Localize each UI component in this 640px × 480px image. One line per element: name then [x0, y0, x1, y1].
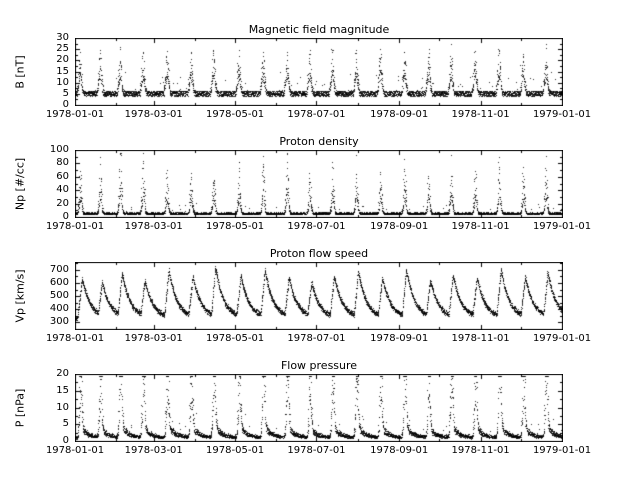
x-tick-label: 1978-01-01 [45, 109, 105, 120]
x-tick-label: 1978-11-01 [451, 445, 510, 456]
x-tick-label: 1978-09-01 [370, 109, 429, 120]
x-tick-label: 1978-03-01 [124, 445, 183, 456]
y-tick-label: 100 [49, 144, 69, 155]
y-tick-label: 700 [49, 263, 69, 275]
panel-title: Proton density [279, 135, 359, 148]
x-tick-label: 1978-01-01 [45, 333, 105, 344]
y-tick-label: 300 [49, 316, 69, 328]
y-tick-label: 25 [56, 43, 69, 55]
x-tick-label: 1978-05-01 [206, 333, 265, 344]
x-tick-label: 1979-01-01 [532, 445, 592, 456]
y-tick-label: 0 [62, 435, 69, 446]
y-tick-label: 15 [56, 384, 69, 396]
x-tick-label: 1978-01-01 [45, 221, 105, 232]
x-tick-label: 1978-05-01 [206, 109, 265, 120]
x-tick-label: 1978-11-01 [451, 221, 510, 232]
y-tick-label: 500 [49, 290, 69, 302]
y-tick-label: 40 [56, 184, 69, 196]
y-tick-label: 600 [49, 277, 69, 289]
x-tick-label: 1978-07-01 [287, 445, 346, 456]
x-tick-label: 1978-03-01 [124, 221, 183, 232]
x-tick-label: 1978-07-01 [287, 109, 346, 120]
y-tick-label: 20 [56, 54, 69, 66]
y-tick-label: 0 [62, 211, 69, 222]
x-tick-label: 1978-03-01 [124, 333, 183, 344]
x-tick-label: 1978-05-01 [206, 445, 265, 456]
plot-area [75, 150, 563, 218]
y-tick-label: 5 [62, 418, 69, 430]
y-tick-label: 0 [62, 99, 69, 110]
panel-title: Proton flow speed [269, 247, 369, 260]
x-tick-label: 1978-11-01 [451, 109, 510, 120]
y-tick-label: 80 [56, 157, 69, 169]
x-tick-label: 1979-01-01 [532, 109, 592, 120]
y-tick-label: 15 [56, 65, 69, 77]
y-tick-label: 5 [62, 87, 69, 99]
plot-area [75, 374, 563, 442]
x-tick-label: 1978-09-01 [370, 445, 429, 456]
x-tick-label: 1978-01-01 [45, 445, 105, 456]
x-tick-label: 1978-07-01 [287, 221, 346, 232]
plot-area [75, 262, 563, 330]
x-tick-label: 1979-01-01 [532, 221, 592, 232]
panel-title: Magnetic field magnitude [248, 23, 390, 36]
y-tick-label: 30 [56, 32, 69, 43]
x-tick-label: 1978-07-01 [287, 333, 346, 344]
y-tick-label: 400 [49, 303, 69, 315]
y-tick-label: 10 [56, 76, 69, 88]
y-tick-label: 10 [56, 401, 69, 413]
x-tick-label: 1978-03-01 [124, 109, 183, 120]
plot-area [75, 38, 563, 106]
x-tick-label: 1978-05-01 [206, 221, 265, 232]
x-tick-label: 1978-09-01 [370, 333, 429, 344]
panel-title: Flow pressure [280, 359, 358, 372]
y-tick-label: 20 [56, 368, 69, 379]
x-tick-label: 1978-09-01 [370, 221, 429, 232]
x-tick-label: 1979-01-01 [532, 333, 592, 344]
y-tick-label: 20 [56, 197, 69, 209]
x-tick-label: 1978-11-01 [451, 333, 510, 344]
y-tick-label: 60 [56, 170, 69, 182]
